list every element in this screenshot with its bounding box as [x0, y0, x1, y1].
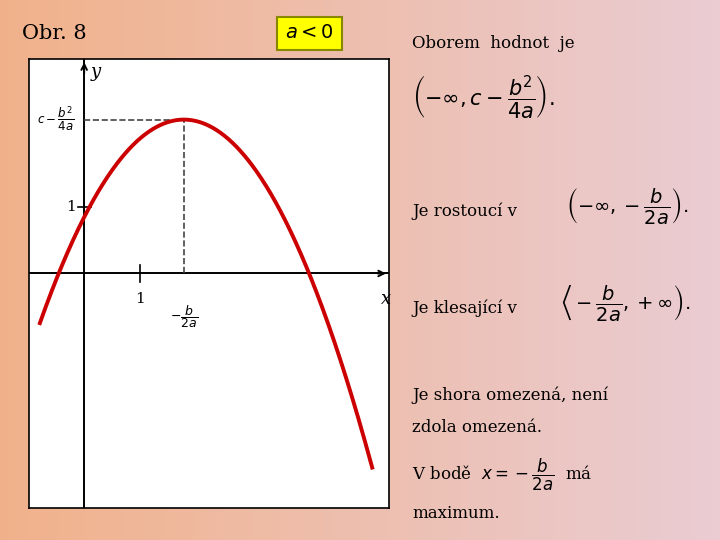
Text: $\left(-\infty,-\dfrac{b}{2a}\right).$: $\left(-\infty,-\dfrac{b}{2a}\right).$	[566, 186, 688, 226]
Text: $-\dfrac{b}{2a}$: $-\dfrac{b}{2a}$	[170, 303, 198, 330]
Text: Je shora omezená, není: Je shora omezená, není	[413, 386, 608, 403]
Text: Oborem  hodnot  je: Oborem hodnot je	[413, 35, 575, 52]
Text: maximum.: maximum.	[413, 505, 500, 522]
Text: V bodě  $x=-\dfrac{b}{2a}$  má: V bodě $x=-\dfrac{b}{2a}$ má	[413, 456, 593, 492]
Text: zdola omezená.: zdola omezená.	[413, 418, 542, 435]
Text: $c-\dfrac{b^2}{4a}$: $c-\dfrac{b^2}{4a}$	[37, 105, 74, 134]
Text: x: x	[380, 290, 391, 308]
Text: $a < 0$: $a < 0$	[285, 24, 334, 42]
Text: 1: 1	[66, 200, 76, 214]
Text: $\left\langle-\dfrac{b}{2a},+\infty\right).$: $\left\langle-\dfrac{b}{2a},+\infty\righ…	[560, 284, 690, 323]
Text: Je rostoucí v: Je rostoucí v	[413, 202, 518, 220]
Text: $\left(-\infty, c-\dfrac{b^2}{4a}\right).$: $\left(-\infty, c-\dfrac{b^2}{4a}\right)…	[413, 73, 555, 120]
Text: y: y	[91, 63, 101, 81]
Text: Obr. 8: Obr. 8	[22, 24, 86, 43]
Text: Je klesající v: Je klesající v	[413, 300, 517, 317]
Text: 1: 1	[135, 292, 145, 306]
